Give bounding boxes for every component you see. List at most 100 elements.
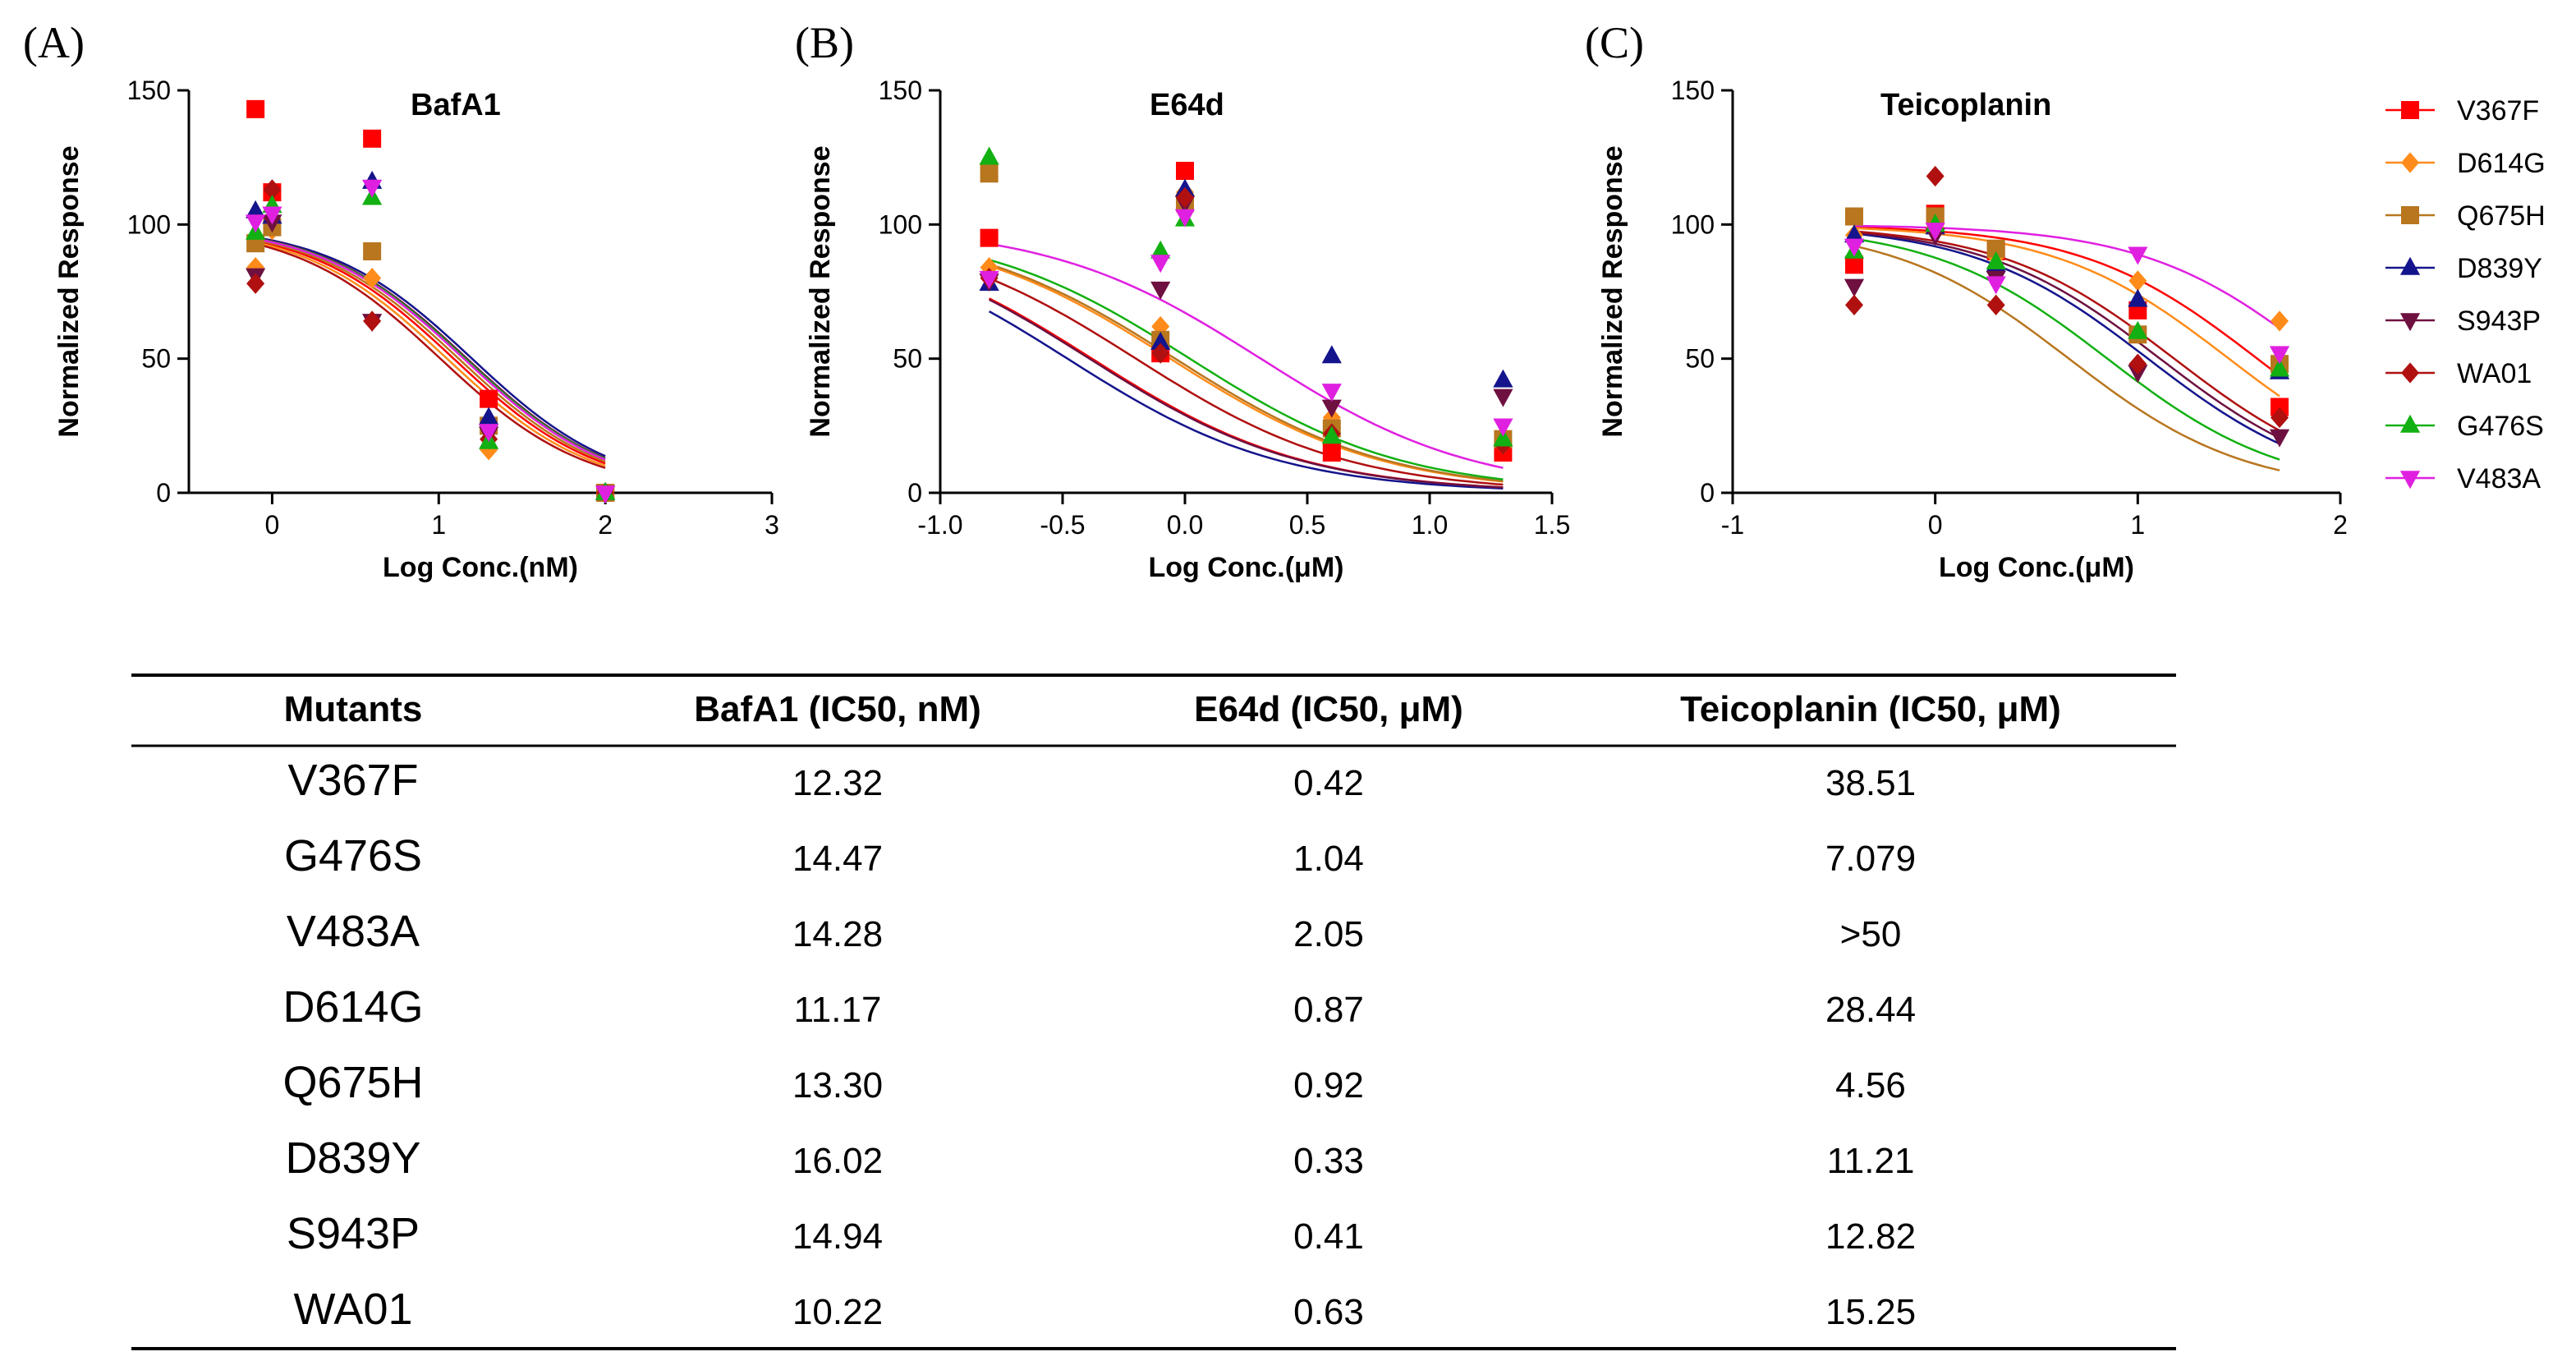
y-tick-label: 0 — [156, 478, 171, 508]
ic50-value: 10.22 — [792, 1292, 883, 1332]
ic50-value: 12.82 — [1825, 1216, 1916, 1257]
point-v483a — [362, 179, 383, 198]
fit-curve-wa01 — [1853, 230, 2280, 432]
point-wa01 — [1151, 342, 1170, 364]
ic50-value: 14.47 — [792, 839, 883, 879]
x-tick-label: 3 — [765, 510, 779, 540]
table-row: G476S 14.47 1.04 7.079 — [284, 831, 1916, 880]
point-d614g — [2128, 270, 2147, 292]
ic50-value: 12.32 — [792, 763, 883, 803]
legend: V367F D614G Q675H D839Y S943P WA01 G476S V483A — [2385, 95, 2546, 494]
fit-curve-d839y — [255, 236, 606, 457]
y-tick-label: 100 — [127, 209, 171, 239]
y-axis-label: Normalized Response — [1597, 145, 1628, 437]
point-d839y — [2128, 288, 2148, 307]
fit-curve-g476s — [1853, 237, 2280, 461]
point-g476s — [979, 146, 999, 165]
point-v367f — [1322, 444, 1341, 462]
point-d839y — [1493, 369, 1513, 388]
point-s943p — [1150, 281, 1171, 300]
fit-curve-wa01 — [255, 242, 606, 469]
x-axis-label: Log Conc.(nM) — [383, 552, 578, 583]
point-g476s — [1986, 251, 2006, 269]
legend-marker — [2401, 152, 2419, 173]
table-row: S943P 14.94 0.41 12.82 — [287, 1209, 1916, 1258]
ic50-value: 0.33 — [1293, 1141, 1364, 1181]
legend-marker — [2399, 256, 2421, 275]
y-tick-label: 150 — [127, 76, 171, 105]
legend-marker — [2401, 101, 2419, 119]
fit-curve-v483a — [1853, 224, 2280, 329]
ic50-value: 16.02 — [792, 1141, 883, 1181]
table-row: V483A 14.28 2.05 >50 — [287, 907, 1901, 956]
point-q675h — [980, 164, 999, 183]
fit-curve-d614g — [989, 264, 1504, 483]
table-header-cell: E64d (IC50, μM) — [1194, 689, 1463, 729]
ic50-value: 28.44 — [1825, 990, 1916, 1030]
fit-curve-d614g — [1853, 227, 2280, 398]
point-s943p — [1844, 278, 1865, 297]
fit-curve-s943p — [989, 298, 1504, 489]
x-tick-label: -0.5 — [1040, 510, 1085, 540]
point-v367f — [980, 228, 999, 247]
point-wa01 — [363, 310, 382, 332]
y-tick-label: 50 — [1685, 344, 1715, 374]
point-q675h — [363, 242, 382, 260]
ic50-value: 13.30 — [792, 1065, 883, 1106]
legend-marker — [2399, 414, 2421, 433]
point-v483a — [1844, 238, 1865, 257]
legend-marker — [2399, 471, 2421, 490]
ic50-value: 0.41 — [1293, 1216, 1364, 1257]
fit-curve-q675h — [1853, 245, 2280, 471]
y-tick-label: 50 — [141, 344, 171, 374]
x-tick-label: 1 — [2130, 510, 2145, 540]
point-d839y — [1844, 224, 1865, 243]
point-v367f — [480, 389, 498, 408]
table-row: WA01 10.22 0.63 15.25 — [293, 1285, 1916, 1334]
legend-label: G476S — [2457, 411, 2544, 442]
legend-label: V483A — [2457, 463, 2541, 494]
legend-item-v367f: V367F — [2385, 95, 2539, 126]
legend-item-wa01: WA01 — [2385, 358, 2532, 389]
legend-label: D614G — [2457, 148, 2546, 179]
x-tick-label: 1.5 — [1534, 510, 1570, 540]
point-v367f — [246, 99, 265, 118]
fit-curve-v367f — [1853, 226, 2280, 377]
legend-item-s943p: S943P — [2385, 306, 2541, 337]
point-wa01 — [2128, 353, 2147, 375]
ic50-value: 7.079 — [1825, 839, 1916, 879]
point-d839y — [246, 200, 266, 218]
ic50-value: 11.21 — [1827, 1141, 1915, 1181]
point-v483a — [1174, 209, 1196, 228]
point-v483a — [246, 214, 266, 233]
table-header-cell: Teicoplanin (IC50, μM) — [1680, 689, 2061, 729]
point-wa01 — [1176, 187, 1194, 209]
point-v483a — [479, 424, 499, 443]
point-v483a — [1925, 223, 1945, 241]
point-wa01 — [246, 273, 265, 294]
y-tick-label: 100 — [879, 209, 922, 239]
point-q675h — [1986, 239, 2005, 258]
legend-marker — [2401, 362, 2419, 384]
point-v483a — [1321, 384, 1342, 402]
chart-e64d: 0 50 100 150 -1.0 -0.5 0.0 0.5 1.0 1.5 Log Conc.(μ… — [805, 76, 1570, 583]
point-d839y — [1321, 345, 1342, 364]
ic50-value: 11.17 — [794, 990, 882, 1030]
ic50-value: 14.28 — [792, 914, 883, 954]
mutant-name: V367F — [287, 756, 418, 805]
fit-curve-s943p — [1853, 231, 2280, 439]
ic50-value: 4.56 — [1835, 1065, 1906, 1106]
y-tick-label: 150 — [879, 76, 922, 105]
x-tick-label: 1.0 — [1412, 510, 1448, 540]
x-tick-label: -1.0 — [917, 510, 962, 540]
point-d614g — [1151, 315, 1170, 338]
ic50-value: 0.42 — [1293, 763, 1364, 803]
fit-curve-q675h — [255, 238, 606, 463]
point-q675h — [1845, 207, 1863, 226]
y-tick-label: 100 — [1671, 209, 1715, 239]
ic50-value: 15.25 — [1825, 1292, 1916, 1332]
legend-item-v483a: V483A — [2385, 463, 2541, 494]
x-tick-label: 0.5 — [1289, 510, 1325, 540]
point-v367f — [1176, 162, 1194, 180]
point-v483a — [1986, 276, 2006, 295]
